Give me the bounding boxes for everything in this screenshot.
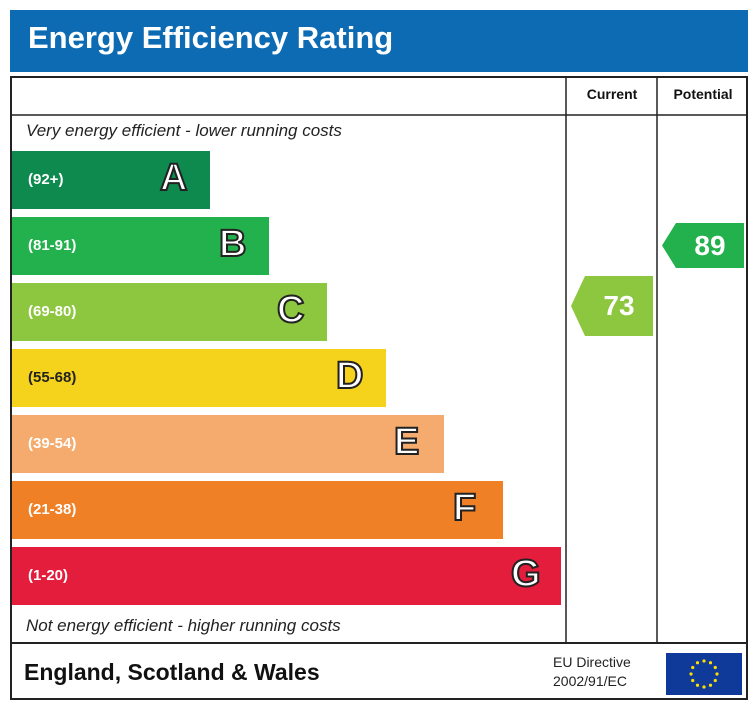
band-letter-label: G: [510, 552, 542, 596]
potential-arrow-shape: [662, 223, 744, 268]
band-range-label: (55-68): [28, 369, 77, 386]
eu-star-icon: [702, 659, 706, 663]
band-letter-label: C: [276, 288, 305, 332]
potential-rating-arrow: 89: [662, 223, 744, 268]
band-range-label: (69-80): [28, 303, 77, 320]
column-header-potential: Potential: [673, 86, 733, 102]
eu-star-icon: [695, 683, 700, 687]
band-b: (81-91) B: [12, 217, 269, 275]
eu-star-icon: [689, 672, 693, 676]
band-c: (69-80) C: [12, 283, 327, 341]
band-f: (21-38) F: [12, 481, 503, 539]
band-letter-label: B: [218, 222, 247, 266]
footer-region: England, Scotland & Wales: [24, 659, 320, 685]
band-range-label: (21-38): [28, 501, 77, 518]
band-e: (39-54) E: [12, 415, 444, 473]
band-range-label: (1-20): [28, 567, 69, 584]
eu-star-icon: [708, 683, 713, 687]
band-letter-label: E: [393, 420, 420, 464]
current-arrow-shape: [571, 276, 653, 336]
band-g: (1-20) G: [12, 547, 561, 605]
page-title: Energy Efficiency Rating: [28, 20, 394, 55]
current-rating-value: 73: [603, 290, 635, 321]
eu-flag-icon: [666, 653, 742, 695]
eu-directive-label: EU Directive: [553, 654, 631, 670]
eu-star-icon: [708, 661, 713, 665]
potential-rating-value: 89: [694, 229, 726, 261]
band-range-label: (39-54): [28, 435, 77, 452]
band-d: (55-68) D: [12, 349, 386, 407]
eu-star-icon: [691, 665, 695, 670]
band-letter-label: D: [335, 354, 364, 398]
column-header-current: Current: [586, 86, 638, 102]
band-a: (92+) A: [12, 151, 210, 209]
eu-star-icon: [715, 672, 719, 676]
eu-star-icon: [713, 665, 717, 670]
band-range-label: (92+): [28, 171, 64, 188]
eu-star-icon: [695, 661, 700, 665]
band-letter-label: F: [452, 486, 477, 530]
eu-directive-number: 2002/91/EC: [553, 673, 627, 689]
eu-star-icon: [702, 685, 706, 689]
band-range-label: (81-91): [28, 237, 77, 254]
eu-star-icon: [713, 678, 717, 683]
current-rating-arrow: 73: [571, 276, 653, 336]
caption-bottom: Not energy efficient - higher running co…: [26, 616, 341, 635]
caption-top: Very energy efficient - lower running co…: [26, 121, 342, 140]
band-letter-label: A: [159, 156, 188, 200]
eu-star-icon: [691, 678, 695, 683]
title-bar: Energy Efficiency Rating: [10, 10, 748, 72]
